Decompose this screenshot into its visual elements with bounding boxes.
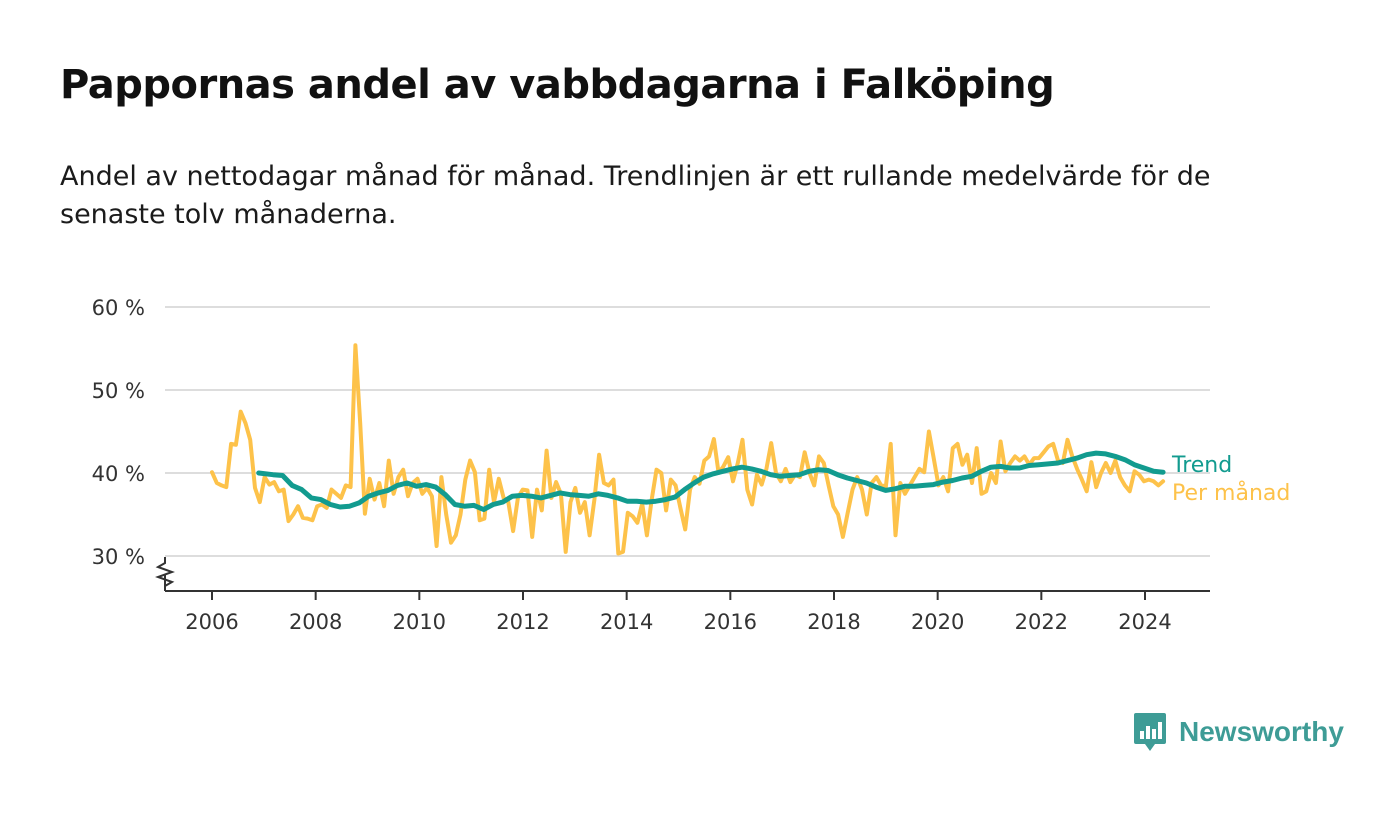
x-tick-label: 2014 [600, 610, 653, 634]
chart-subtitle: Andel av nettodagar månad för månad. Tre… [60, 161, 1211, 230]
y-tick-label: 40 % [92, 462, 145, 486]
x-tick-label: 2012 [496, 610, 549, 634]
brand-name: Newsworthy [1179, 716, 1344, 747]
axis-break-icon [155, 557, 175, 591]
x-tick-label: 2018 [807, 610, 860, 634]
y-tick-label: 60 % [92, 296, 145, 320]
x-axis [155, 557, 1210, 592]
newsworthy-logo: Newsworthy [1133, 712, 1344, 752]
x-tick-label: 2020 [911, 610, 964, 634]
x-tick-label: 2006 [185, 610, 238, 634]
y-tick-label: 30 % [92, 545, 145, 569]
y-axis-ticks: 30 % 40 % 50 % 60 % [92, 296, 145, 569]
legend-label-trend: Trend [1171, 453, 1232, 478]
legend-label-per-manad: Per månad [1172, 480, 1290, 506]
x-tick-label: 2024 [1118, 610, 1171, 634]
x-tick-label: 2008 [289, 610, 342, 634]
y-tick-label: 50 % [92, 379, 145, 403]
chart-title: Pappornas andel av vabbdagarna i Falköpi… [60, 62, 1055, 108]
series-line-per-manad [210, 343, 1166, 556]
series [210, 343, 1166, 556]
x-tick-label: 2022 [1015, 610, 1068, 634]
newsworthy-logo-icon [1134, 713, 1166, 751]
x-tick-label: 2016 [704, 610, 757, 634]
grid-lines [165, 306, 1210, 557]
x-axis-ticks: 2006 2008 2010 2012 2014 2016 2018 2020 2022 2024 [185, 591, 1172, 634]
series-line-trend [256, 450, 1166, 512]
x-tick-label: 2010 [393, 610, 446, 634]
